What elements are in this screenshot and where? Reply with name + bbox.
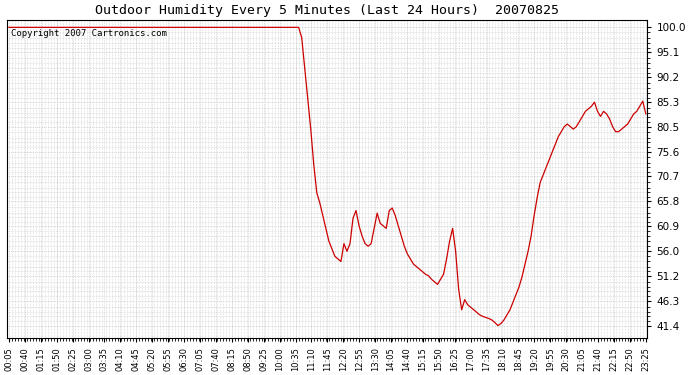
Text: Copyright 2007 Cartronics.com: Copyright 2007 Cartronics.com [10, 29, 166, 38]
Title: Outdoor Humidity Every 5 Minutes (Last 24 Hours)  20070825: Outdoor Humidity Every 5 Minutes (Last 2… [95, 4, 560, 17]
